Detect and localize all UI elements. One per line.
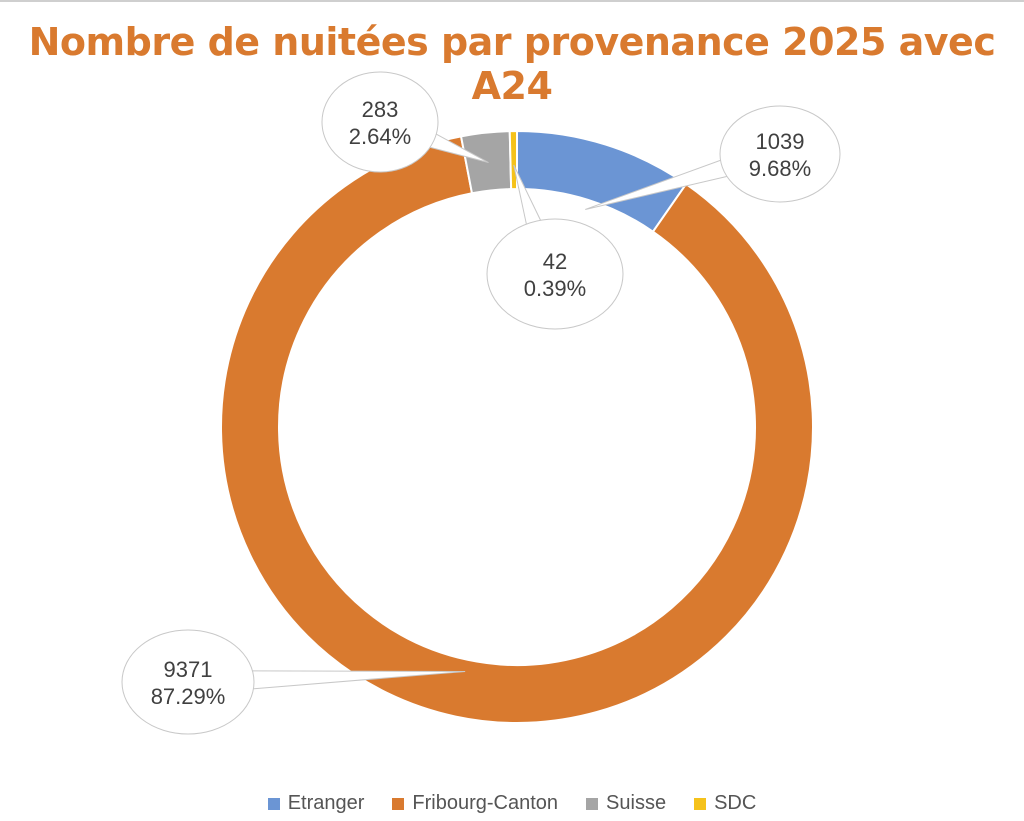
donut-slice-sdc [508, 129, 518, 191]
data-label-percent-suisse: 2.64% [349, 124, 411, 149]
data-label-percent-sdc: 0.39% [524, 276, 586, 301]
legend-label-fribourg-canton: Fribourg-Canton [412, 792, 559, 814]
chart-legend: Etranger Fribourg-Canton Suisse SDC [0, 792, 1024, 815]
callout-sdc: 420.39% [486, 164, 624, 330]
chart-title: Nombre de nuitées par provenance 2025 av… [28, 20, 996, 108]
legend-label-sdc: SDC [714, 792, 757, 814]
legend-swatch-suisse [586, 797, 599, 810]
legend-item-sdc: SDC [694, 792, 756, 815]
callout-fill-fribourg-canton [123, 631, 253, 733]
legend-swatch-fribourg-canton [392, 797, 405, 810]
donut-slice-etranger [516, 129, 688, 234]
data-label-value-etranger: 1039 [756, 129, 805, 154]
donut-slice-fribourg-canton [220, 135, 814, 724]
callout-fill-etranger [721, 107, 839, 201]
legend-item-fribourg-canton: Fribourg-Canton [392, 792, 558, 815]
legend-label-suisse: Suisse [606, 792, 667, 814]
data-label-value-sdc: 42 [543, 249, 567, 274]
data-label-percent-etranger: 9.68% [749, 156, 811, 181]
callout-fill-sdc [488, 220, 622, 328]
legend-swatch-etranger [267, 797, 280, 810]
legend-item-suisse: Suisse [586, 792, 666, 815]
legend-swatch-sdc [694, 797, 707, 810]
data-label-percent-fribourg-canton: 87.29% [151, 684, 226, 709]
data-label-value-fribourg-canton: 9371 [164, 657, 213, 682]
legend-label-etranger: Etranger [287, 792, 365, 814]
legend-item-etranger: Etranger [267, 792, 365, 815]
callout-fill-suisse [323, 73, 437, 171]
data-label-value-suisse: 283 [362, 97, 399, 122]
